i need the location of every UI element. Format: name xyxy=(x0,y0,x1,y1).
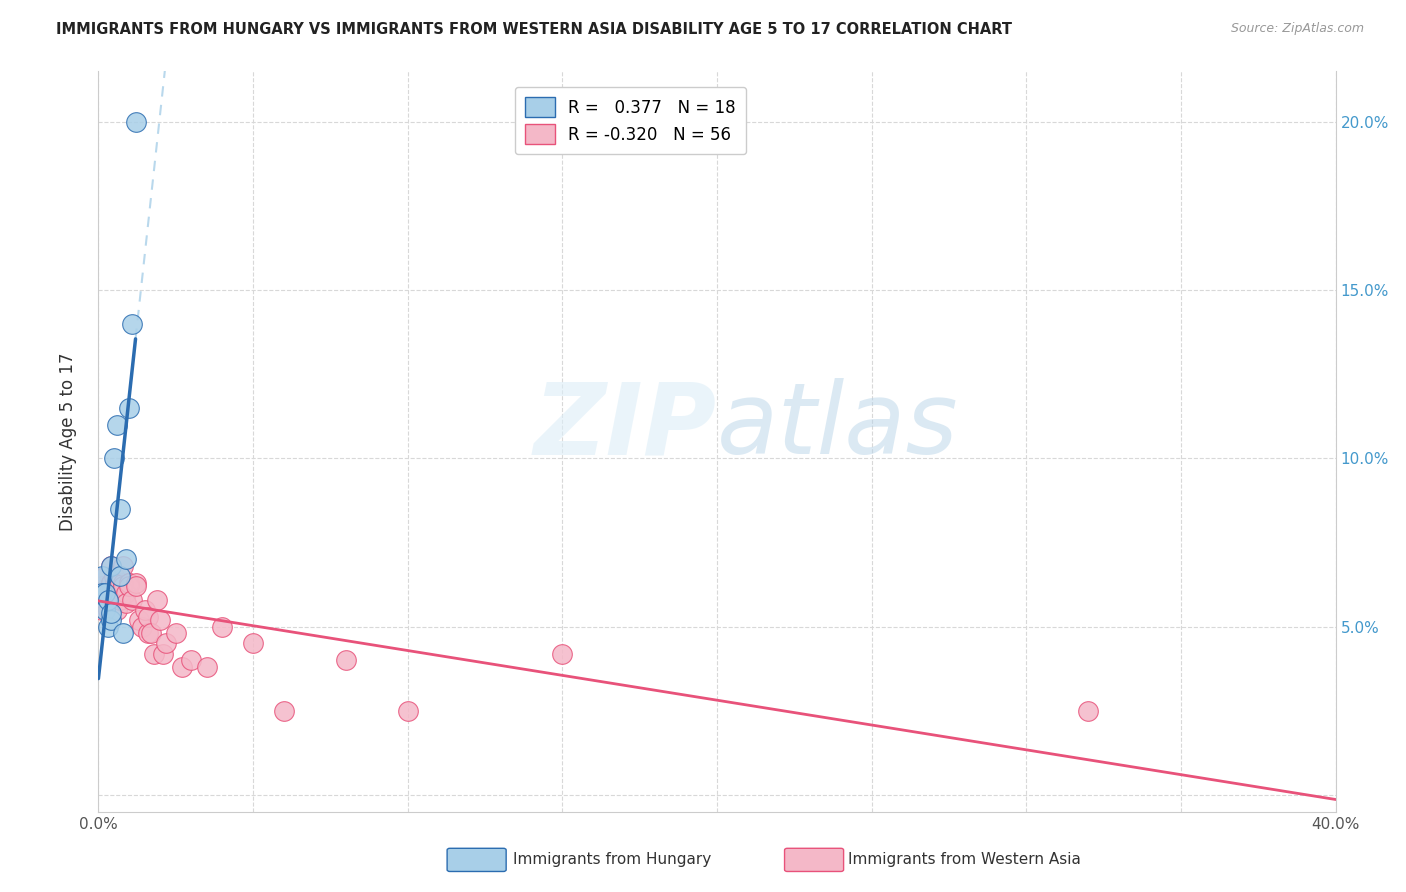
Point xyxy=(118,579,141,593)
Point xyxy=(165,626,187,640)
Point xyxy=(90,569,112,583)
Point xyxy=(93,569,115,583)
Point xyxy=(93,586,115,600)
Point xyxy=(105,579,128,593)
Point xyxy=(121,592,143,607)
Point xyxy=(100,613,122,627)
Point xyxy=(108,575,131,590)
Point xyxy=(103,579,125,593)
Point xyxy=(335,653,357,667)
Point xyxy=(103,586,125,600)
Point xyxy=(149,613,172,627)
Point xyxy=(97,603,120,617)
Point xyxy=(136,609,159,624)
Point xyxy=(93,603,115,617)
Point xyxy=(103,592,125,607)
Point xyxy=(90,586,112,600)
Point xyxy=(118,575,141,590)
Point xyxy=(108,586,131,600)
Point xyxy=(115,596,138,610)
Point xyxy=(100,586,122,600)
Point xyxy=(180,653,202,667)
Point xyxy=(97,586,120,600)
Point xyxy=(139,626,162,640)
Text: Source: ZipAtlas.com: Source: ZipAtlas.com xyxy=(1230,22,1364,36)
Point xyxy=(134,603,156,617)
Point xyxy=(103,451,125,466)
Point xyxy=(97,586,120,600)
Point xyxy=(155,636,177,650)
Point xyxy=(97,592,120,607)
Point xyxy=(195,660,218,674)
Y-axis label: Disability Age 5 to 17: Disability Age 5 to 17 xyxy=(59,352,77,531)
Point xyxy=(93,586,115,600)
Point xyxy=(112,626,135,640)
Point xyxy=(90,579,112,593)
Point xyxy=(100,606,122,620)
Point xyxy=(118,401,141,415)
Point xyxy=(105,417,128,432)
Point xyxy=(396,704,419,718)
Text: atlas: atlas xyxy=(717,378,959,475)
Point xyxy=(124,579,146,593)
Point xyxy=(124,115,146,129)
Point xyxy=(97,619,120,633)
Text: IMMIGRANTS FROM HUNGARY VS IMMIGRANTS FROM WESTERN ASIA DISABILITY AGE 5 TO 17 C: IMMIGRANTS FROM HUNGARY VS IMMIGRANTS FR… xyxy=(56,22,1012,37)
Point xyxy=(105,603,128,617)
Point xyxy=(100,559,122,574)
Point xyxy=(146,592,169,607)
Point xyxy=(93,592,115,607)
Point xyxy=(103,569,125,583)
Point xyxy=(112,559,135,574)
Point xyxy=(100,575,122,590)
Legend: R =   0.377   N = 18, R = -0.320   N = 56: R = 0.377 N = 18, R = -0.320 N = 56 xyxy=(515,87,747,154)
Point xyxy=(211,619,233,633)
Point xyxy=(105,575,128,590)
Point xyxy=(115,586,138,600)
Point xyxy=(121,317,143,331)
Point xyxy=(100,559,122,574)
Point xyxy=(115,552,138,566)
Point xyxy=(273,704,295,718)
Point xyxy=(136,626,159,640)
Point xyxy=(143,647,166,661)
Point xyxy=(108,569,131,583)
Point xyxy=(118,575,141,590)
Point xyxy=(112,579,135,593)
Point xyxy=(108,592,131,607)
Point xyxy=(152,647,174,661)
Point xyxy=(108,501,131,516)
Point xyxy=(242,636,264,650)
Point xyxy=(112,575,135,590)
Point xyxy=(131,619,153,633)
Text: Immigrants from Western Asia: Immigrants from Western Asia xyxy=(848,853,1081,867)
Point xyxy=(1077,704,1099,718)
Point xyxy=(551,647,574,661)
Point xyxy=(124,575,146,590)
Point xyxy=(97,592,120,607)
Text: ZIP: ZIP xyxy=(534,378,717,475)
Point xyxy=(170,660,193,674)
Point xyxy=(90,603,112,617)
Point xyxy=(100,575,122,590)
Point xyxy=(128,613,150,627)
Text: Immigrants from Hungary: Immigrants from Hungary xyxy=(513,853,711,867)
